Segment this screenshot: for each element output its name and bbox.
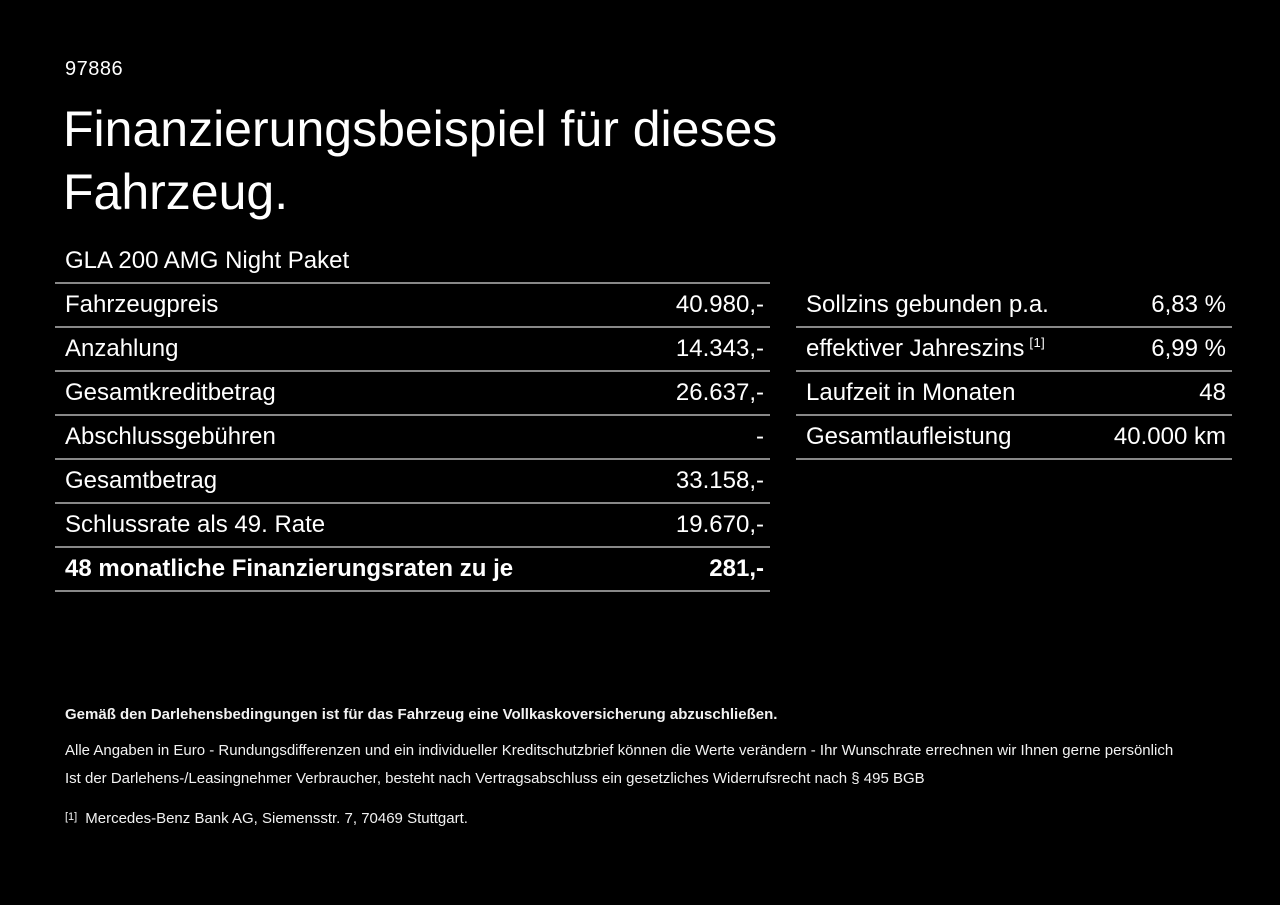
row-value: 33.158,-: [675, 467, 764, 494]
table-row: Gesamtkreditbetrag 26.637,-: [55, 372, 770, 416]
row-label: Fahrzeugpreis: [65, 291, 219, 318]
table-row: effektiver Jahreszins [1] 6,99 %: [796, 328, 1232, 372]
row-label: Laufzeit in Monaten: [806, 379, 1016, 406]
table-row: Gesamtbetrag 33.158,-: [55, 460, 770, 504]
footer: Gemäß den Darlehensbedingungen ist für d…: [65, 706, 1225, 827]
disclaimer-line-1: Alle Angaben in Euro - Rundungsdifferenz…: [65, 742, 1174, 759]
footnote-text: Mercedes-Benz Bank AG, Siemensstr. 7, 70…: [85, 810, 468, 827]
finance-table: GLA 200 AMG Night Paket Fahrzeugpreis 40…: [55, 240, 770, 592]
row-label-text: effektiver Jahreszins: [806, 335, 1025, 362]
row-value: 6,83 %: [1151, 291, 1226, 318]
row-value: -: [756, 423, 764, 450]
row-value: 26.637,-: [675, 379, 764, 406]
footnote-ref-marker: [1]: [1029, 335, 1046, 350]
offer-ref-number: 97886: [65, 58, 124, 80]
row-value: 6,99 %: [1151, 335, 1226, 362]
row-label: Anzahlung: [65, 335, 179, 362]
insurance-note: Gemäß den Darlehensbedingungen ist für d…: [65, 706, 778, 723]
row-value: 48: [1199, 379, 1226, 406]
page-title: Finanzierungsbeispiel für dieses Fahrzeu…: [63, 101, 778, 220]
table-row-monthly-rate: 48 monatliche Finanzierungsraten zu je 2…: [55, 548, 770, 592]
row-label: Gesamtkreditbetrag: [65, 379, 276, 406]
footnote-marker: [1]: [65, 811, 78, 823]
row-label: effektiver Jahreszins [1]: [806, 335, 1045, 363]
row-label: 48 monatliche Finanzierungsraten zu je: [65, 555, 514, 582]
row-label: Schlussrate als 49. Rate: [65, 511, 326, 538]
row-value: 14.343,-: [675, 335, 764, 362]
table-row: Gesamtlaufleistung 40.000 km: [796, 416, 1232, 460]
row-label: Abschlussgebühren: [65, 423, 276, 450]
row-value: 40.980,-: [675, 291, 764, 318]
row-value: 19.670,-: [675, 511, 764, 538]
table-row: Laufzeit in Monaten 48: [796, 372, 1232, 416]
row-value: 40.000 km: [1113, 423, 1226, 450]
table-row: Anzahlung 14.343,-: [55, 328, 770, 372]
footnote: [1] Mercedes-Benz Bank AG, Siemensstr. 7,…: [65, 810, 1225, 827]
row-label: Gesamtlaufleistung: [806, 423, 1012, 450]
disclaimer-line-2: Ist der Darlehens-/Leasingnehmer Verbrau…: [65, 770, 925, 787]
conditions-table: Sollzins gebunden p.a. 6,83 % effektiver…: [796, 284, 1232, 460]
table-row: Schlussrate als 49. Rate 19.670,-: [55, 504, 770, 548]
vehicle-model: GLA 200 AMG Night Paket: [55, 240, 770, 284]
row-value: 281,-: [709, 555, 764, 582]
row-label: Sollzins gebunden p.a.: [806, 291, 1049, 318]
table-row: Abschlussgebühren -: [55, 416, 770, 460]
row-label: Gesamtbetrag: [65, 467, 218, 494]
table-row: Fahrzeugpreis 40.980,-: [55, 284, 770, 328]
table-row: Sollzins gebunden p.a. 6,83 %: [796, 284, 1232, 328]
